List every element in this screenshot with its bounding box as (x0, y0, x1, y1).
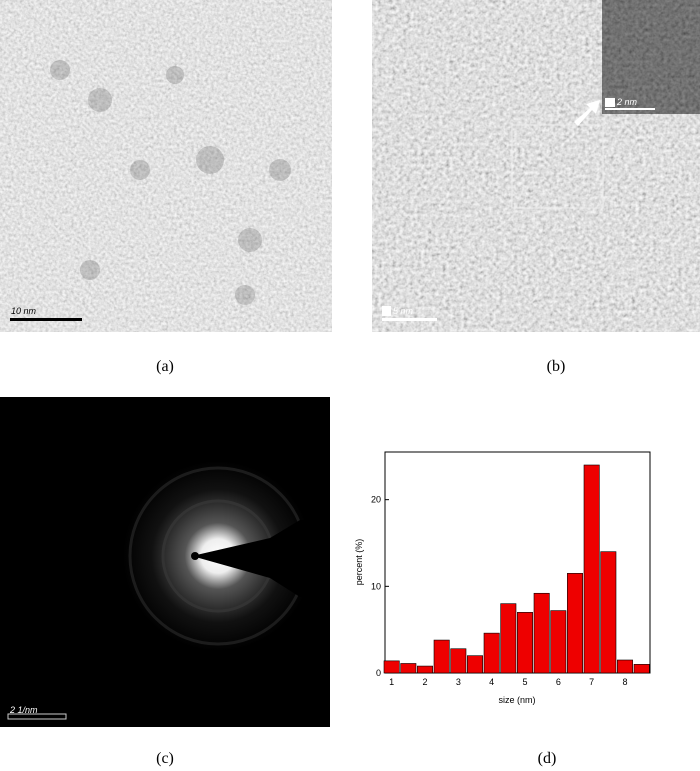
bar (550, 610, 567, 674)
bar (450, 648, 467, 674)
bar (617, 659, 633, 674)
bar (433, 639, 450, 674)
x-tick-label: 8 (622, 677, 627, 687)
panel-a: 10 nm (a) (0, 0, 332, 375)
x-tick-label: 3 (456, 677, 461, 687)
x-tick-label: 2 (422, 677, 427, 687)
x-tick-label: 5 (522, 677, 527, 687)
inset-scale-bar-label: 2 nm (616, 97, 638, 107)
y-tick-label: 20 (371, 495, 381, 505)
y-tick-label: 10 (371, 581, 381, 591)
bar (500, 603, 517, 674)
x-tick-label: 6 (556, 677, 561, 687)
panel-c: 2 1/nm (c) (0, 397, 330, 767)
bar (467, 655, 483, 674)
panel-label: (c) (156, 750, 174, 767)
scale-bar-label: 10 nm (11, 306, 37, 316)
bar (533, 592, 550, 674)
panel-b: 2 nm 5 nm (b) (372, 0, 700, 375)
tem-image (0, 0, 332, 332)
bar (400, 663, 417, 674)
histogram: size (nm) percent (%) (d) 0 10 20 1 2 3 4 5 6 7 8 (354, 451, 651, 767)
bar (517, 612, 533, 674)
y-axis-label: percent (%) (354, 539, 364, 586)
x-tick-label: 7 (589, 677, 594, 687)
bar (417, 665, 433, 674)
bar (483, 632, 500, 674)
panel-label: (d) (538, 750, 557, 767)
y-tick-label: 0 (376, 668, 381, 678)
panel-label: (a) (156, 358, 174, 375)
bar (583, 464, 600, 674)
scale-bar-label: 2 1/nm (9, 705, 38, 715)
bar (383, 660, 400, 674)
x-tick-label: 1 (389, 677, 394, 687)
inset-image (602, 0, 700, 114)
x-axis-label: size (nm) (498, 695, 535, 705)
scale-bar-label: 5 nm (393, 306, 414, 316)
bar (600, 551, 617, 674)
bar (633, 664, 650, 674)
bar (567, 573, 583, 674)
x-tick-label: 4 (489, 677, 494, 687)
panel-label: (b) (547, 358, 566, 375)
